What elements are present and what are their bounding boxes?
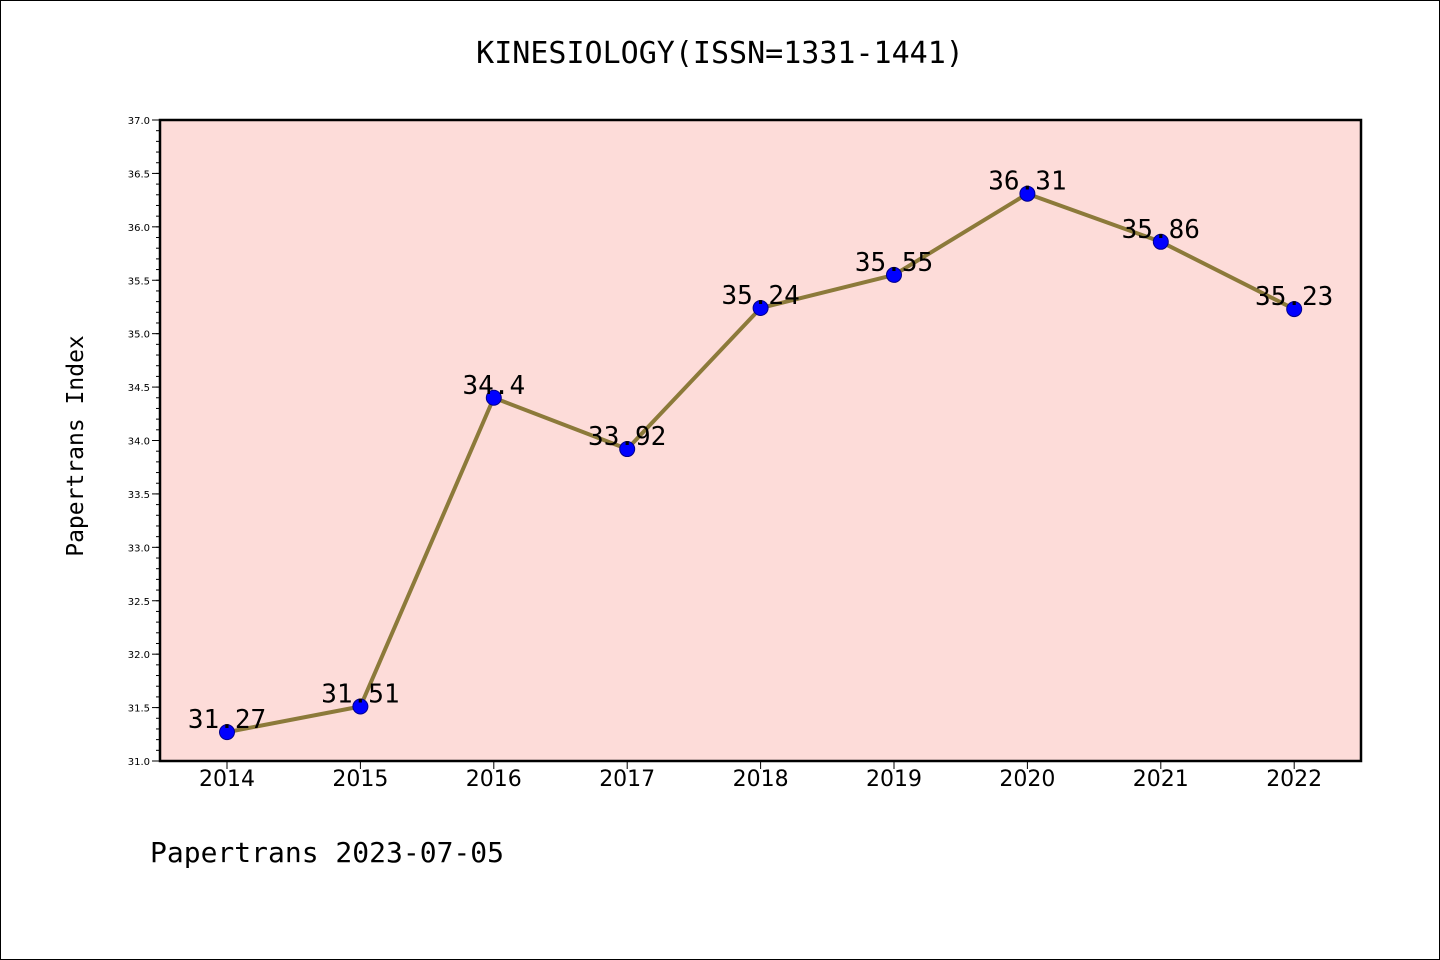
y-tick-label: 36.5 [128,169,150,180]
data-label-2019: 35.55 [855,248,933,278]
x-tick-label: 2020 [999,767,1055,792]
x-tick-label: 2017 [599,767,655,792]
y-tick-label: 33.0 [128,543,150,554]
data-point-2015 [352,698,369,715]
y-tick-label: 34.5 [128,383,150,394]
data-point-2021 [1152,233,1169,250]
data-label-2014: 31.27 [188,705,266,735]
y-tick-label: 35.5 [128,276,150,287]
y-tick-label: 34.0 [128,437,150,448]
y-tick-label: 32.5 [128,597,150,608]
y-tick-label: 37.0 [128,116,150,127]
x-tick-label: 2018 [733,767,789,792]
chart-title: KINESIOLOGY(ISSN=1331-1441) [476,36,964,71]
y-tick-label: 36.0 [128,223,150,234]
data-markers [219,185,1303,741]
data-point-2020 [1019,185,1036,202]
data-point-2018 [752,300,769,317]
y-axis: 31.0 31.5 32.0 32.5 33.0 33.5 34.0 34.5 35.0 35.5… [128,116,160,768]
data-point-2014 [219,724,235,741]
data-point-2016 [485,389,502,406]
x-axis: 2014 2015 2016 2017 2018 2019 2020 2021 2022 [199,761,1322,792]
x-tick-label: 2022 [1266,767,1322,792]
x-tick-label: 2015 [332,767,388,792]
data-label-2016: 34.4 [462,371,525,401]
data-label-2018: 35.24 [721,281,799,311]
x-tick-label: 2014 [199,767,255,792]
x-tick-label: 2016 [466,767,522,792]
data-label-2020: 36.31 [988,167,1066,197]
data-point-2017 [619,441,636,458]
data-label-2022: 35.23 [1255,282,1333,312]
y-tick-label: 31.5 [128,704,150,715]
x-tick-label: 2021 [1133,767,1189,792]
y-tick-label: 32.0 [128,650,150,661]
data-point-2022 [1286,301,1303,318]
plot-border [158,118,1363,763]
x-tick-label: 2019 [866,767,922,792]
y-tick-label: 35.0 [128,330,150,341]
data-label-2021: 35.86 [1122,215,1200,245]
y-tick-label: 33.5 [128,490,150,501]
footer-date: Papertrans 2023-07-05 [150,836,505,869]
data-labels: 31.27 31.51 34.4 33.92 35.24 35.55 36.31 35.86 3… [188,167,1333,735]
plot-area [160,120,1361,761]
data-label-2015: 31.51 [321,680,399,710]
data-label-2017: 33.92 [588,422,666,452]
y-tick-label: 31.0 [128,757,150,768]
data-point-2019 [886,266,902,283]
